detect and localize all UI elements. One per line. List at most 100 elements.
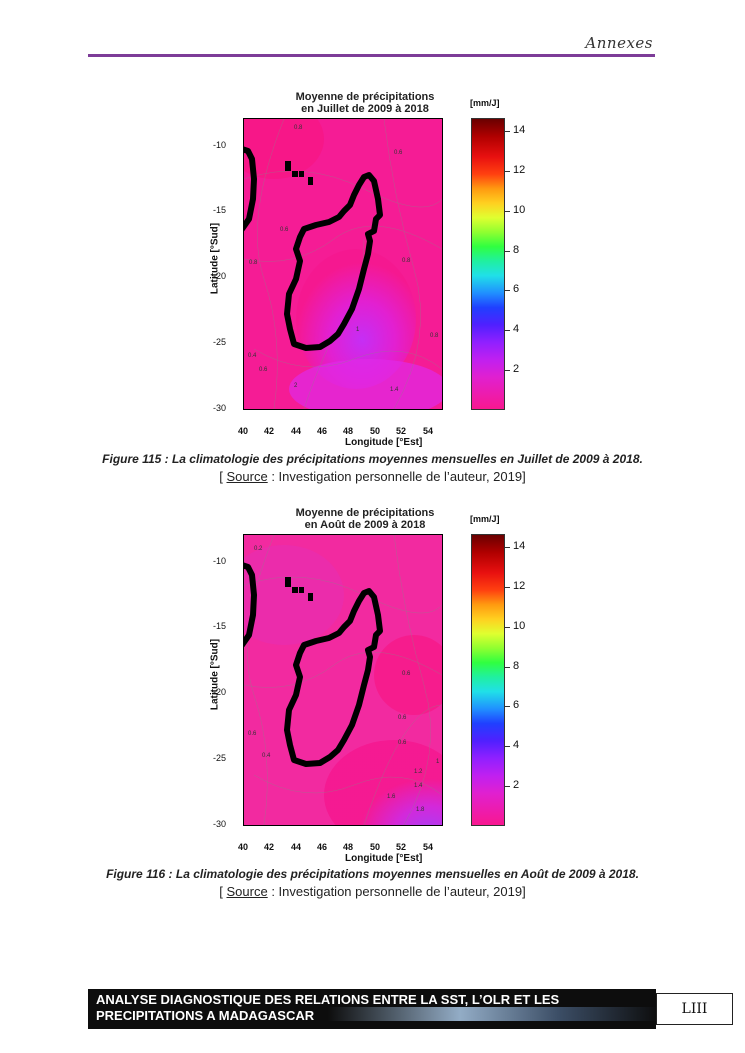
colorbar-tick-label: 6 [513, 699, 520, 711]
contour-label: 1 [356, 327, 360, 333]
y-tick-label: -30 [213, 819, 227, 829]
figure-source: [ Source : Investigation personnelle de … [219, 884, 526, 899]
contour-label: 2 [294, 383, 298, 389]
colorbar-tick [504, 587, 510, 588]
x-tick-label: 52 [396, 842, 407, 852]
colorbar [471, 118, 505, 410]
y-tick-label: -10 [213, 140, 227, 150]
x-tick-label: 42 [264, 842, 275, 852]
colorbar-tick [504, 131, 510, 132]
contour-label: 1.6 [387, 794, 396, 800]
x-tick-label: 54 [423, 426, 434, 436]
contour-label: 0.4 [262, 753, 271, 759]
y-tick-label: -20 [213, 687, 227, 697]
colorbar-tick [504, 627, 510, 628]
colorbar-tick-label: 12 [513, 164, 526, 176]
header-section-title: Annexes [585, 34, 653, 52]
figure-116: Moyenne de précipitations en Août de 200… [195, 504, 526, 864]
contour-label: 0.4 [248, 353, 257, 359]
colorbar-tick [504, 251, 510, 252]
contour-label: 0.6 [248, 731, 257, 737]
colorbar-tick [504, 211, 510, 212]
colorbar-units: [mm/J] [470, 98, 500, 108]
x-tick-label: 54 [423, 842, 434, 852]
y-tick-label: -15 [213, 621, 227, 631]
x-tick-label: 44 [291, 426, 302, 436]
contour-label: 0.6 [398, 715, 407, 721]
map-title-line1: Moyenne de précipitations [295, 507, 435, 519]
contour-label: 0.6 [394, 150, 403, 156]
precipitation-map: 0.2 0.6 0.6 0.6 0.4 0.6 1.2 1.4 1.6 1.8 … [243, 534, 443, 826]
x-tick-label: 52 [396, 426, 407, 436]
colorbar-tick [504, 706, 510, 707]
x-tick-label: 40 [238, 426, 249, 436]
x-tick-label: 50 [370, 426, 381, 436]
footer-decoration [328, 1007, 656, 1021]
contour-label: 0.6 [398, 740, 407, 746]
contour-label: 1.4 [390, 387, 399, 393]
y-tick-label: -10 [213, 556, 227, 566]
contour-label: 0.2 [254, 546, 263, 552]
contour-label: 0.8 [249, 260, 258, 266]
colorbar-tick-label: 2 [513, 779, 520, 791]
y-tick-label: -15 [213, 205, 227, 215]
colorbar-tick [504, 290, 510, 291]
colorbar-tick-label: 14 [513, 124, 526, 136]
colorbar-tick [504, 171, 510, 172]
colorbar-tick-label: 8 [513, 244, 520, 256]
colorbar-tick-label: 14 [513, 540, 526, 552]
footer-title-line2: PRECIPITATIONS A MADAGASCAR [96, 1008, 315, 1023]
precipitation-map: 0.6 0.8 0.8 0.8 0.6 0.4 0.6 0.8 1.4 2 1 [243, 118, 443, 410]
footer-title-line1: ANALYSE DIAGNOSTIQUE DES RELATIONS ENTRE… [96, 992, 560, 1007]
footer-banner: ANALYSE DIAGNOSTIQUE DES RELATIONS ENTRE… [88, 989, 656, 1029]
colorbar-tick [504, 667, 510, 668]
x-tick-label: 50 [370, 842, 381, 852]
map-title-line2: en Juillet de 2009 à 2018 [301, 103, 429, 115]
x-tick-label: 48 [343, 426, 354, 436]
comoros-islands [285, 577, 313, 601]
colorbar-tick-label: 4 [513, 739, 520, 751]
figure-caption: Figure 116 : La climatologie des précipi… [106, 867, 639, 881]
colorbar-tick-label: 10 [513, 204, 526, 216]
colorbar-tick [504, 547, 510, 548]
colorbar-tick [504, 330, 510, 331]
contour-label: 1.4 [414, 783, 423, 789]
footer-title: ANALYSE DIAGNOSTIQUE DES RELATIONS ENTRE… [96, 992, 559, 1024]
colorbar-tick-label: 2 [513, 363, 520, 375]
colorbar-tick-label: 8 [513, 660, 520, 672]
contour-label: 0.6 [280, 227, 289, 233]
map-title-line2: en Août de 2009 à 2018 [304, 519, 426, 531]
colorbar-tick [504, 786, 510, 787]
x-axis-label: Longitude [°Est] [345, 437, 423, 448]
y-axis-label: Latitude [°Sud] [209, 638, 221, 711]
contour-label: 0.8 [430, 333, 439, 339]
colorbar-tick-label: 4 [513, 323, 520, 335]
contour-label: 1.2 [414, 769, 423, 775]
figure-caption: Figure 115 : La climatologie des précipi… [102, 452, 643, 466]
colorbar-units: [mm/J] [470, 514, 500, 524]
contour-label: 1.8 [416, 807, 425, 813]
map-title-line1: Moyenne de précipitations [295, 91, 435, 103]
contour-lines [244, 119, 442, 409]
colorbar-tick-label: 6 [513, 283, 520, 295]
contour-label: 0.6 [402, 671, 411, 677]
comoros-islands [285, 161, 313, 185]
colorbar-tick [504, 370, 510, 371]
colorbar [471, 534, 505, 826]
contour-label: 1 [436, 759, 440, 765]
x-tick-label: 42 [264, 426, 275, 436]
figure-source: [ Source : Investigation personnelle de … [219, 469, 526, 484]
x-tick-label: 40 [238, 842, 249, 852]
contour-label: 0.8 [294, 125, 303, 131]
x-tick-label: 46 [317, 426, 328, 436]
coastline [244, 146, 383, 351]
map-svg: 0.2 0.6 0.6 0.6 0.4 0.6 1.2 1.4 1.6 1.8 … [244, 535, 442, 825]
coastline [244, 562, 383, 767]
page-number: LIII [656, 993, 733, 1025]
y-tick-label: -30 [213, 403, 227, 413]
contour-label: 0.6 [259, 367, 268, 373]
header-rule [88, 54, 655, 57]
y-tick-label: -25 [213, 337, 227, 347]
x-tick-label: 44 [291, 842, 302, 852]
x-tick-label: 46 [317, 842, 328, 852]
